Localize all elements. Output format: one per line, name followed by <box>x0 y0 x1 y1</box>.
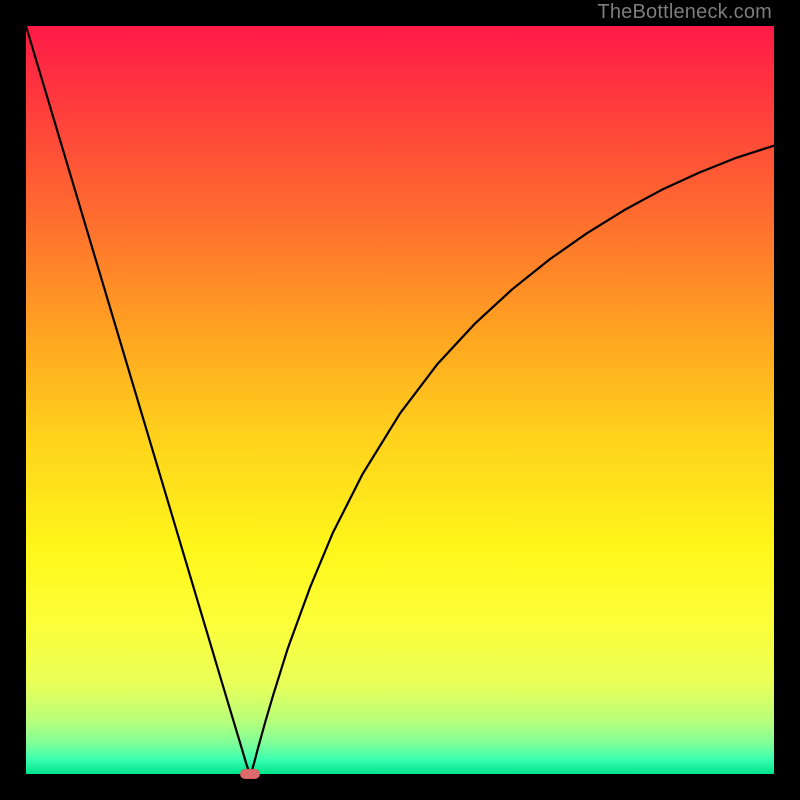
plot-area <box>26 26 774 774</box>
watermark-text: TheBottleneck.com <box>597 1 772 24</box>
vertex-marker <box>240 769 260 779</box>
curve-svg <box>26 26 774 774</box>
plot-background <box>26 26 774 774</box>
chart-container: TheBottleneck.com <box>0 0 800 800</box>
curve-line <box>26 26 774 774</box>
